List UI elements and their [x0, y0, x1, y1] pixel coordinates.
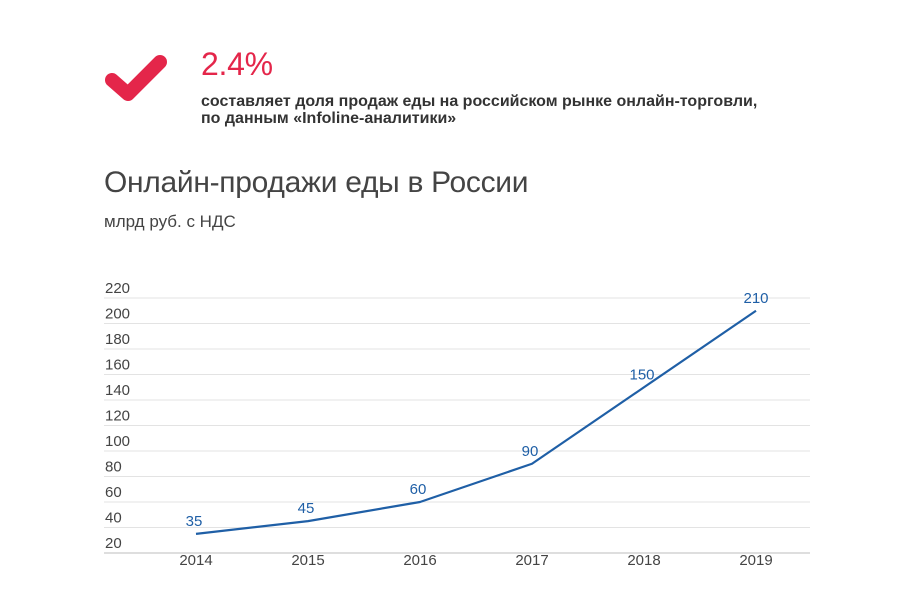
- y-tick-label: 100: [105, 433, 130, 450]
- highlight-value: 2.4%: [201, 46, 273, 82]
- x-tick-label: 2016: [403, 552, 436, 569]
- series-line: [195, 309, 757, 535]
- y-tick-label: 180: [105, 331, 130, 348]
- x-tick-label: 2017: [515, 552, 548, 569]
- data-label: 150: [629, 366, 654, 383]
- x-tick-label: 2014: [179, 552, 212, 569]
- chart-subtitle: млрд руб. с НДС: [104, 212, 236, 231]
- highlight-description: составляет доля продаж еды на российском…: [201, 93, 757, 127]
- y-tick-label: 120: [105, 408, 130, 425]
- y-tick-label: 140: [105, 382, 130, 399]
- y-tick-label: 200: [105, 306, 130, 323]
- data-label: 90: [522, 443, 539, 460]
- data-label: 60: [410, 481, 427, 498]
- chart-title: Онлайн-продажи еды в России: [104, 166, 529, 199]
- y-tick-label: 160: [105, 357, 130, 374]
- highlight-description-line1: составляет доля продаж еды на российском…: [201, 93, 758, 110]
- data-label: 45: [298, 500, 315, 517]
- y-tick-label: 80: [105, 459, 122, 476]
- highlight-description-line2: по данным «Infoline-аналитики»: [201, 110, 457, 127]
- y-tick-label: 220: [105, 280, 130, 297]
- data-label: 35: [186, 513, 203, 530]
- x-tick-label: 2018: [627, 552, 660, 569]
- y-tick-label: 60: [105, 484, 122, 501]
- checkmark-icon: [105, 55, 167, 101]
- data-label: 210: [743, 290, 768, 307]
- x-axis-ticks: 2014 2015 2016 2017 2018 2019: [179, 552, 772, 569]
- y-axis-ticks: 20 40 60 80 100 120 140 160 180 200 220: [105, 280, 130, 552]
- x-tick-label: 2015: [291, 552, 324, 569]
- y-tick-label: 20: [105, 535, 122, 552]
- y-tick-label: 40: [105, 510, 122, 527]
- data-labels: 35 45 60 90 150 210: [186, 290, 769, 530]
- x-tick-label: 2019: [739, 552, 772, 569]
- chart-gridlines: [104, 297, 810, 554]
